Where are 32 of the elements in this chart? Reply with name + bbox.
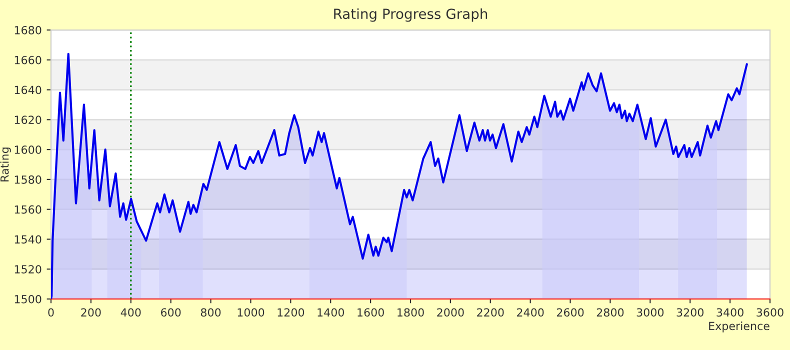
x-tick-label: 400 [120,308,141,317]
x-tick-label: 1000 [238,308,264,317]
y-tick-label: 1540 [14,235,42,244]
x-tick-label: 2000 [437,308,464,317]
y-tick-label: 1580 [14,175,42,184]
chart-title: Rating Progress Graph [334,8,488,22]
x-tick-label: 3200 [676,308,704,317]
x-tick-label: 2200 [477,308,504,317]
x-tick-label: 3400 [716,308,744,317]
x-tick-label: 1800 [398,308,424,317]
x-axis-title: Experience [709,322,770,332]
x-tick-label: 1400 [318,308,344,317]
y-tick-label: 1560 [14,205,42,214]
y-tick-label: 1680 [14,26,42,34]
y-tick-label: 1520 [14,265,42,274]
x-tick-label: 2400 [517,308,544,317]
y-tick-label: 1620 [14,116,42,124]
x-tick-label: 3600 [756,308,784,317]
x-tick-label: 800 [200,308,221,317]
y-tick-label: 1660 [14,56,42,64]
x-tick-label: 200 [81,308,101,317]
x-tick-label: 600 [161,308,181,317]
x-tick-label: 2600 [556,308,584,317]
y-axis-title: Rating [0,148,11,182]
x-tick-label: 1600 [358,308,384,317]
y-tick-label: 1640 [14,86,42,94]
y-tick-label: 1500 [14,294,42,304]
x-tick-label: 0 [48,308,54,317]
y-tick-label: 1600 [14,146,42,154]
x-tick-label: 2800 [596,308,624,317]
x-tick-label: 1200 [278,308,304,317]
x-tick-label: 3000 [636,308,664,317]
